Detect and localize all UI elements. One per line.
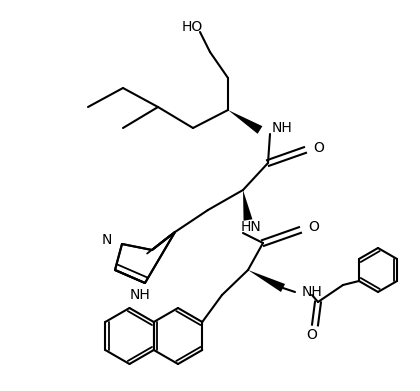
Polygon shape — [228, 110, 262, 134]
Polygon shape — [248, 270, 285, 292]
Text: HN: HN — [241, 220, 262, 234]
Text: N: N — [102, 233, 112, 247]
Text: NH: NH — [130, 288, 150, 302]
Text: O: O — [307, 328, 318, 342]
Text: HO: HO — [181, 20, 202, 34]
Text: O: O — [313, 141, 324, 155]
Text: O: O — [308, 220, 319, 234]
Polygon shape — [243, 190, 252, 221]
Text: NH: NH — [302, 285, 323, 299]
Text: NH: NH — [272, 121, 293, 135]
